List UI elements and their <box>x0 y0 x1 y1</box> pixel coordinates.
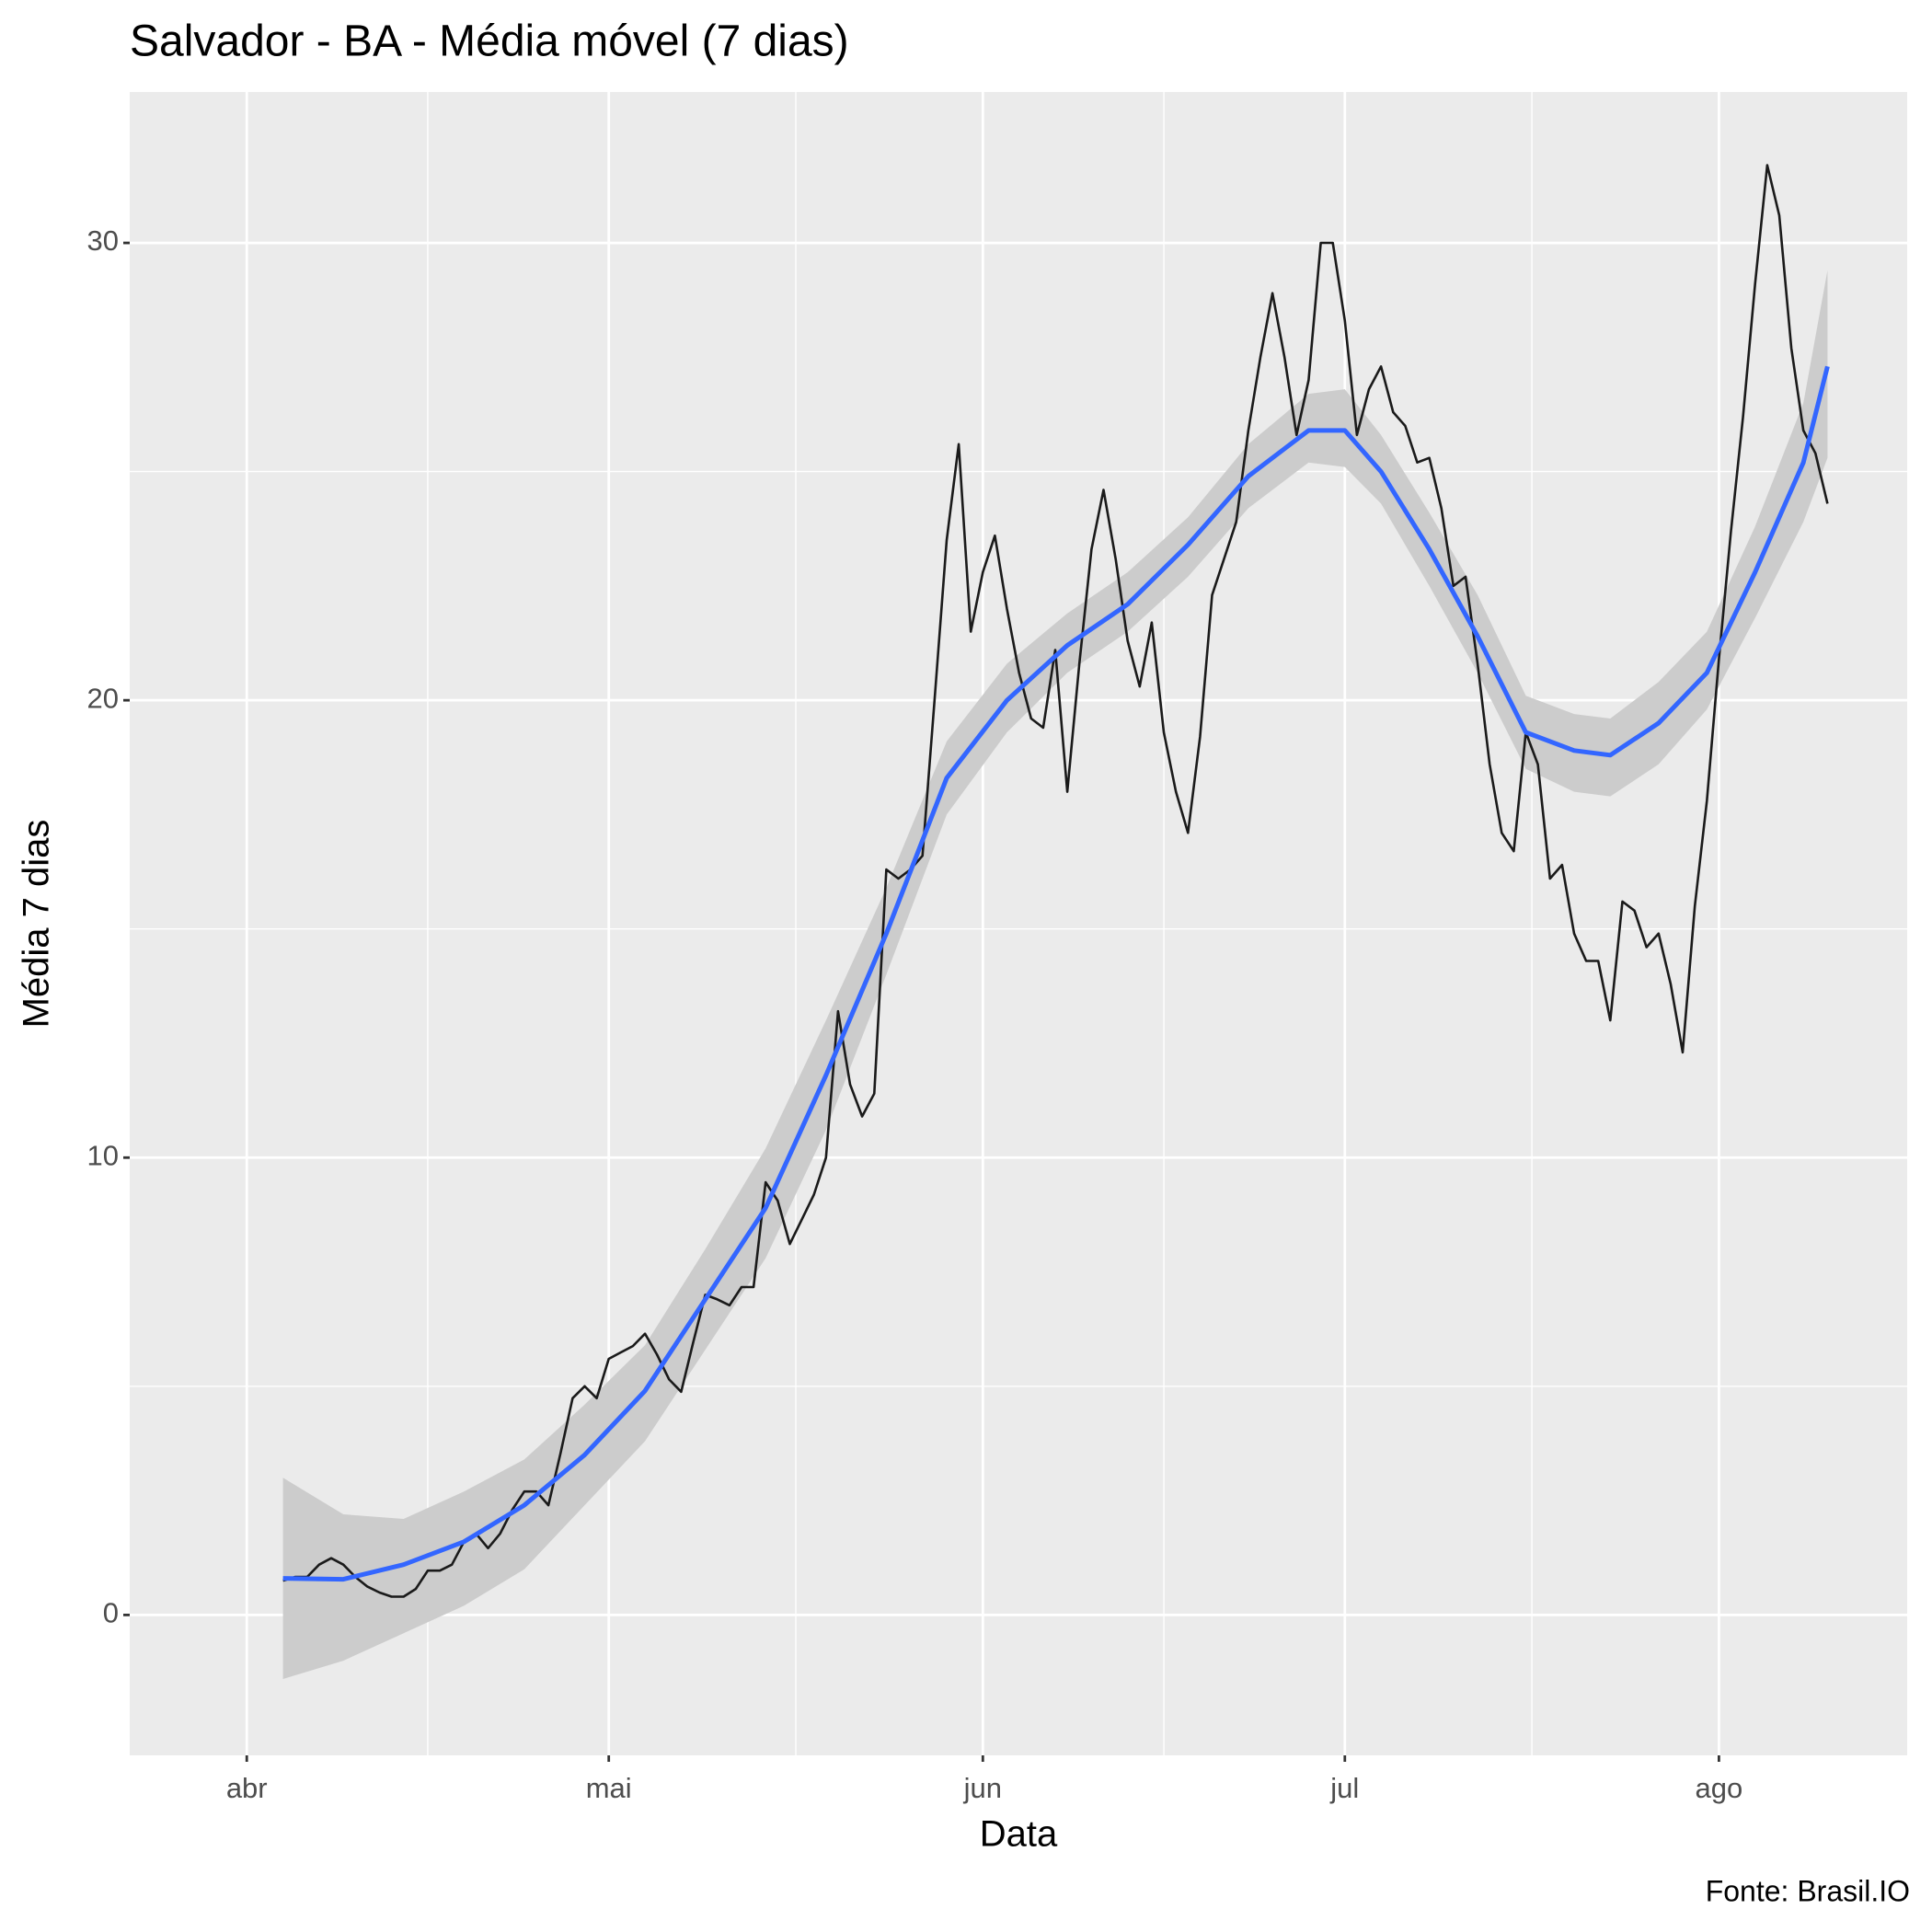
x-tick-label: abr <box>226 1772 268 1804</box>
x-axis-title: Data <box>980 1814 1058 1855</box>
x-tick-label: jun <box>963 1772 1002 1804</box>
smooth-line <box>282 365 1830 1582</box>
panel <box>130 92 1907 1755</box>
y-tick-label: 20 <box>87 682 119 714</box>
x-tick-label: jul <box>1329 1772 1359 1804</box>
y-tick-label: 10 <box>87 1139 119 1171</box>
x-tick-label: ago <box>1696 1772 1743 1804</box>
x-tick-label: mai <box>586 1772 632 1804</box>
confidence-band <box>282 270 1828 1679</box>
y-tick-label: 0 <box>103 1597 119 1629</box>
y-tick-label: 30 <box>87 224 119 257</box>
caption: Fonte: Brasil.IO <box>1706 1874 1910 1907</box>
data-line <box>282 164 1829 1598</box>
chart-title: Salvador - BA - Média móvel (7 dias) <box>130 17 849 66</box>
y-axis-title: Média 7 dias <box>17 820 57 1029</box>
